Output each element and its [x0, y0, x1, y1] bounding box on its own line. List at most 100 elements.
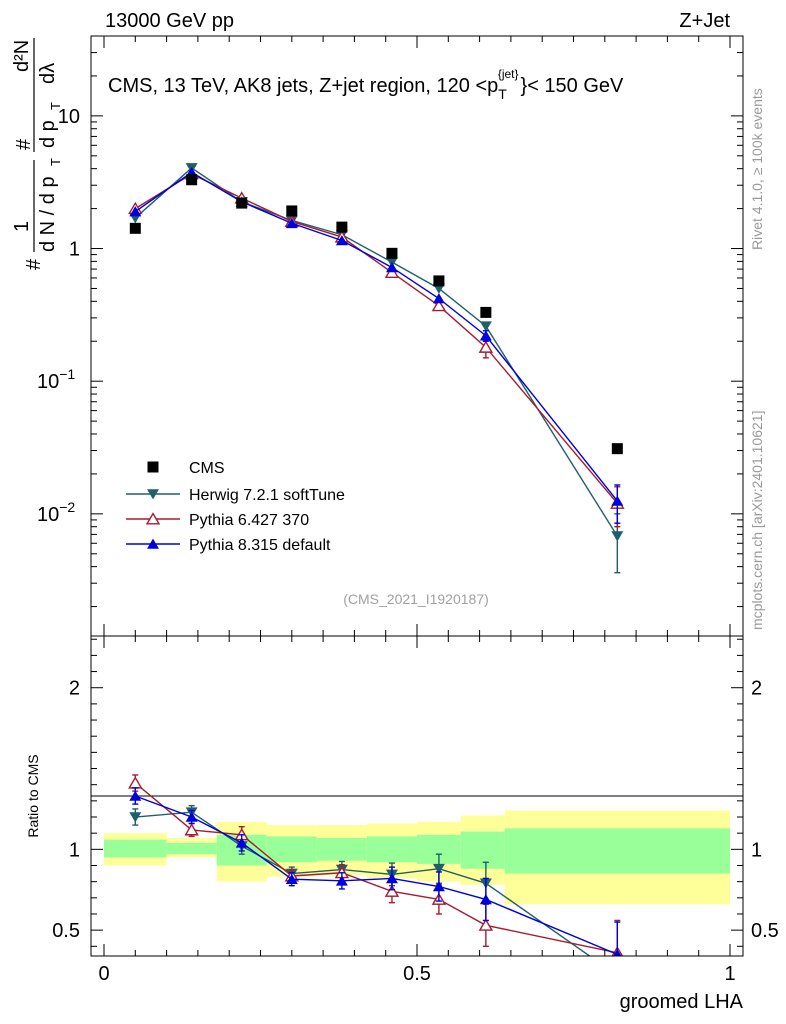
marker-triangle-up	[285, 873, 298, 885]
marker-triangle-up	[129, 206, 142, 217]
legend-entry: Pythia 8.315 default	[126, 537, 331, 554]
header-left-title: 13000 GeV pp	[105, 10, 234, 32]
main-series	[128, 163, 625, 574]
ylabel-sub-2: T	[48, 102, 63, 110]
ratio-band-green	[366, 836, 417, 863]
legend: CMS Herwig 7.2.1 softTune Pythia 6.427 370…	[126, 460, 345, 554]
marker-triangle-up	[129, 790, 142, 801]
marker-square	[236, 197, 248, 209]
ratio-y-tick-label-right: 2	[751, 678, 762, 700]
main-y-tick-label: 1	[69, 239, 80, 261]
marker-square	[147, 461, 159, 473]
ratio-y-tick-label-right: 1	[751, 839, 762, 861]
ylabel-sub-1: T	[48, 158, 63, 166]
marker-triangle-up	[385, 262, 398, 273]
ratio-y-tick-label: 1	[69, 839, 80, 861]
marker-square	[186, 174, 198, 186]
ylabel-dlambda: dλ	[37, 63, 59, 84]
marker-triangle-down	[129, 812, 142, 823]
main-y-tick-label: 10	[58, 106, 80, 128]
marker-triangle-up	[335, 235, 348, 246]
main-y-tick-label: 10−2	[37, 499, 75, 526]
marker-square	[386, 247, 398, 259]
ratio-series	[128, 774, 624, 956]
ratio-band-green	[460, 831, 505, 869]
analysis-watermark: (CMS_2021_I1920187)	[343, 591, 489, 607]
marker-triangle-open	[145, 512, 161, 525]
legend-entry: Herwig 7.2.1 softTune	[126, 487, 345, 504]
ratio-band-green	[266, 836, 317, 863]
x-tick-label: 0.5	[403, 963, 431, 985]
ratio-y-tick-label: 0.5	[52, 920, 80, 942]
ratio-y-tick-label-right: 0.5	[751, 920, 779, 942]
marker-square	[611, 443, 623, 455]
marker-triangle-up	[335, 875, 348, 886]
marker-triangle-down	[147, 489, 159, 500]
chart-title: CMS, 13 TeV, AK8 jets, Z+jet region, 120…	[108, 67, 624, 102]
marker-triangle-up	[185, 811, 198, 822]
marker-triangle-up	[479, 330, 492, 341]
main-y-axis-label: # 1 d N / d p T # d²N d p T dλ	[11, 38, 63, 270]
marker-triangle-down	[479, 321, 492, 332]
ylabel-dp: d p	[37, 120, 59, 148]
main-y-tick-base: 10	[37, 504, 59, 526]
ylabel-one: 1	[11, 221, 33, 232]
ratio-y-tick-label: 2	[69, 678, 80, 700]
marker-square	[433, 275, 445, 287]
marker-triangle-up	[479, 894, 492, 905]
legend-label: Herwig 7.2.1 softTune	[189, 487, 345, 504]
marker-triangle-open	[478, 340, 494, 353]
marker-triangle-up	[611, 495, 624, 506]
x-tick-label: 0	[98, 963, 109, 985]
marker-triangle-up	[432, 881, 445, 892]
ratio-band-green	[316, 838, 367, 861]
marker-triangle-open	[431, 299, 447, 312]
rivet-version-label: Rivet 4.1.0, ≥ 100k events	[749, 88, 765, 250]
ratio-panel: 0.5 0.5 1 1 2 2 0 0.5 1 Ratio to CMS groomed LHA	[25, 635, 779, 1013]
main-y-tick-label: 10−1	[37, 366, 75, 393]
marker-square	[129, 222, 141, 234]
marker-triangle-up	[235, 837, 248, 848]
ylabel-hash-2: #	[13, 138, 35, 150]
ratio-ticks	[91, 636, 743, 956]
main-y-tick-exp: −2	[59, 499, 75, 515]
marker-triangle-up	[613, 948, 622, 956]
header-right-title: Z+Jet	[679, 10, 730, 32]
marker-triangle-open	[478, 918, 494, 931]
ratio-uncertainty-bands	[104, 810, 730, 905]
main-y-minor-ticks	[91, 35, 743, 608]
main-y-major-ticks	[91, 115, 743, 515]
marker-triangle-up	[147, 538, 159, 549]
ratio-series-pythia-8-315-default	[129, 787, 622, 956]
main-y-tick-base: 10	[37, 371, 59, 393]
marker-triangle-up	[285, 217, 298, 229]
legend-entry: CMS	[147, 460, 225, 477]
legend-label: CMS	[189, 460, 225, 477]
main-y-tick-exp: −1	[59, 366, 75, 382]
legend-label: Pythia 8.315 default	[189, 537, 331, 554]
marker-triangle-open	[384, 884, 400, 897]
ratio-y-axis-label: Ratio to CMS	[25, 754, 41, 837]
ratio-band-green	[166, 842, 217, 855]
marker-square	[480, 306, 492, 318]
ratio-tick-labels: 0.5 0.5 1 1 2 2 0 0.5 1	[52, 678, 779, 985]
x-axis-label: groomed LHA	[620, 991, 744, 1013]
ratio-band-green	[504, 828, 730, 874]
legend-label: Pythia 6.427 370	[189, 512, 309, 529]
marker-triangle-down	[611, 531, 624, 542]
marker-triangle-open	[184, 823, 199, 836]
ylabel-numerator: d²N	[11, 40, 33, 72]
ratio-band-green	[104, 839, 167, 858]
ylabel-denominator: d N / d p	[37, 176, 59, 252]
mcplots-label: mcplots.cern.ch [arXiv:2401.10621]	[749, 411, 765, 630]
main-y-tick-base: 1	[69, 239, 80, 261]
marker-triangle-up	[385, 873, 398, 884]
main-x-ticks	[103, 36, 731, 636]
marker-triangle-up	[432, 293, 445, 304]
x-tick-label: 1	[724, 963, 735, 985]
marker-triangle-down	[432, 863, 445, 875]
ylabel-hash-1: #	[23, 258, 45, 270]
